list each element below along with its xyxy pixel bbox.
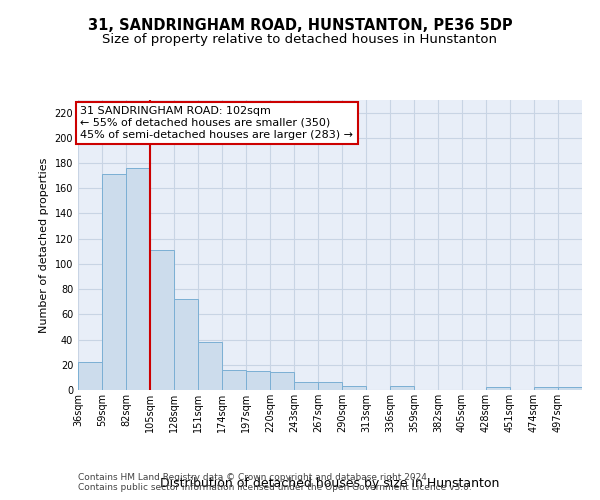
Bar xyxy=(534,388,558,390)
Bar xyxy=(78,362,102,390)
Bar xyxy=(294,382,318,390)
Bar xyxy=(270,372,294,390)
Bar xyxy=(150,250,174,390)
X-axis label: Distribution of detached houses by size in Hunstanton: Distribution of detached houses by size … xyxy=(160,476,500,490)
Bar xyxy=(342,386,366,390)
Bar xyxy=(318,382,342,390)
Bar xyxy=(246,371,270,390)
Bar xyxy=(558,388,582,390)
Bar xyxy=(390,386,414,390)
Bar xyxy=(198,342,222,390)
Text: Contains HM Land Registry data © Crown copyright and database right 2024.: Contains HM Land Registry data © Crown c… xyxy=(78,472,430,482)
Bar xyxy=(126,168,150,390)
Bar xyxy=(174,299,198,390)
Bar xyxy=(222,370,246,390)
Bar xyxy=(102,174,126,390)
Text: 31, SANDRINGHAM ROAD, HUNSTANTON, PE36 5DP: 31, SANDRINGHAM ROAD, HUNSTANTON, PE36 5… xyxy=(88,18,512,32)
Y-axis label: Number of detached properties: Number of detached properties xyxy=(39,158,49,332)
Text: 31 SANDRINGHAM ROAD: 102sqm
← 55% of detached houses are smaller (350)
45% of se: 31 SANDRINGHAM ROAD: 102sqm ← 55% of det… xyxy=(80,106,353,140)
Text: Size of property relative to detached houses in Hunstanton: Size of property relative to detached ho… xyxy=(103,32,497,46)
Text: Contains public sector information licensed under the Open Government Licence v3: Contains public sector information licen… xyxy=(78,482,472,492)
Bar xyxy=(486,388,510,390)
